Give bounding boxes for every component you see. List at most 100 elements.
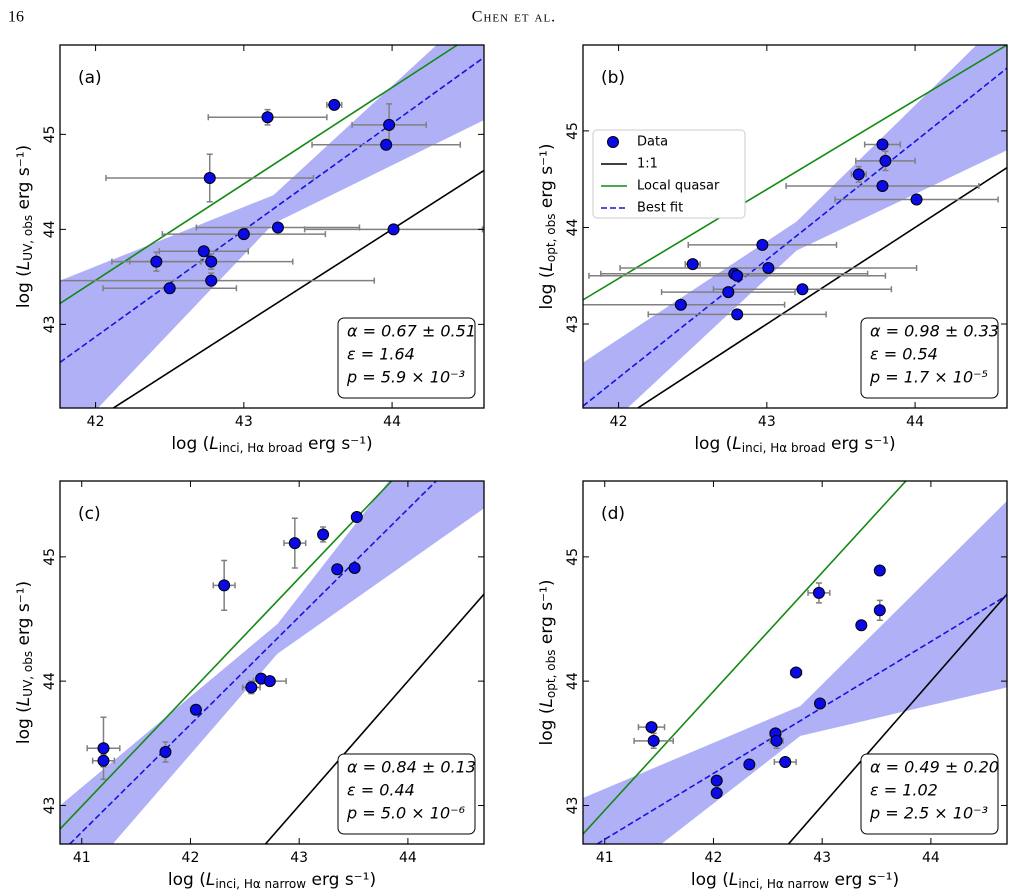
fit-line [596,594,1007,844]
panel-label: (d) [601,504,625,524]
label-post: erg s⁻¹) [306,870,376,890]
confidence-band [583,45,1007,408]
data-point [686,258,699,271]
fit-line [583,45,1007,301]
y-tick-label: 45 [42,548,58,566]
data-point [348,562,361,575]
fit-line [264,593,484,844]
data-point [331,563,344,576]
fit-line [636,166,1007,408]
panel-label: (c) [78,504,101,524]
annotation-box [860,753,999,835]
annotation-line: ε = 1.64 [347,345,415,364]
data-point [876,138,889,151]
label-post: erg s⁻¹) [303,434,373,454]
label-symbol: L [537,262,557,271]
confidence-band [583,500,1007,844]
label-pre: log ( [691,870,729,890]
page-number: 16 [8,9,24,26]
fit-line [583,481,907,835]
annotation-line: p = 2.5 × 10⁻³ [869,804,988,823]
fit-line [60,481,393,830]
annotation-line: α = 0.67 ± 0.51 [347,322,476,341]
data-point [163,282,176,295]
data-point [189,703,202,716]
data-point [762,262,775,275]
annotation-line: α = 0.98 ± 0.33 [870,322,999,341]
data-point [814,697,827,710]
x-tick-label: 43 [235,414,253,430]
label-pre: log ( [694,434,732,454]
y-tick-label: 45 [565,122,581,140]
data-point [205,255,218,268]
axes-frame [59,44,485,409]
label-pre: log ( [14,706,34,744]
data-point [97,742,110,755]
x-tick-label: 44 [906,414,924,430]
data-point [770,734,783,747]
axes-frame [59,480,485,845]
label-subscript: inci, Hα broad [219,441,303,455]
x-tick-label: 42 [705,850,723,866]
data-point [205,274,218,287]
annotation-line: ε = 0.54 [870,345,938,364]
label-pre: log ( [537,272,557,310]
data-point [722,286,735,299]
annotation-box [337,753,476,835]
data-point [731,269,744,282]
label-subscript: inci, Hα broad [742,441,826,455]
data-point [97,754,110,767]
label-symbol: L [537,698,557,707]
label-subscript: inci, Hα narrow [215,877,306,891]
x-tick-label: 44 [399,850,417,866]
data-point [876,179,889,192]
label-post: erg s⁻¹) [826,434,896,454]
annotation-line: p = 5.9 × 10⁻³ [346,368,465,387]
data-point [796,283,809,296]
legend-label: 1:1 [637,157,658,172]
data-point [873,604,886,617]
y-tick-label: 45 [565,548,581,566]
y-tick-label: 44 [42,672,58,690]
data-point [350,511,363,524]
data-point [387,223,400,236]
y-tick-label: 45 [42,125,58,143]
label-symbol: L [732,434,741,454]
axes-frame [582,44,1008,409]
plot-area [583,45,1007,408]
label-symbol: L [729,870,738,890]
x-tick-label: 43 [290,850,308,866]
data-point [328,98,341,111]
data-point [710,787,723,800]
fit-line [787,593,1007,844]
data-point [779,755,792,768]
data-point [245,681,258,694]
y-tick-label: 44 [565,672,581,690]
y-tick-label: 44 [42,220,58,238]
x-tick-label: 43 [813,850,831,866]
label-subscript: UV, obs [21,215,35,261]
x-axis-label: log (Linci, Hα narrow erg s⁻¹) [168,870,376,891]
y-tick-label: 43 [565,797,581,815]
legend-label: Data [637,135,668,150]
label-post: erg s⁻¹) [829,870,899,890]
y-tick-label: 43 [565,315,581,333]
label-symbol: L [14,697,34,706]
data-point [852,168,865,181]
data-point [910,193,923,206]
annotation-line: ε = 1.02 [870,781,938,800]
label-post: erg s⁻¹) [537,580,557,650]
label-pre: log ( [14,270,34,308]
x-axis-label: log (Linci, Hα broad erg s⁻¹) [694,434,895,455]
data-point [710,774,723,787]
label-post: erg s⁻¹) [14,581,34,651]
x-tick-label: 44 [922,850,940,866]
confidence-band [60,45,484,408]
data-point [383,118,396,131]
x-tick-label: 41 [73,850,91,866]
fit-line [60,56,484,364]
data-point [855,619,868,632]
